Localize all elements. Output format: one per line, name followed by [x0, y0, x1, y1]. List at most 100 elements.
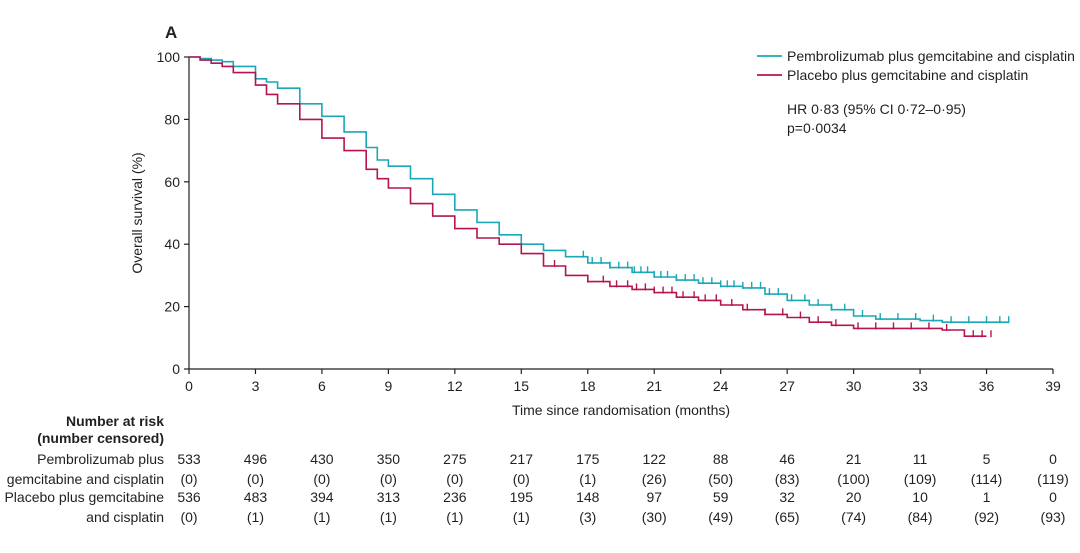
- risk-censored-value: (65): [775, 509, 800, 525]
- risk-censored-value: (83): [775, 471, 800, 487]
- risk-censored-value: (1): [513, 509, 530, 525]
- risk-at-risk-value: 32: [779, 489, 795, 505]
- risk-table-title-line1: Number at risk: [66, 413, 164, 429]
- curve-pembrolizumab: [189, 56, 1009, 323]
- p-value-text: p=0·0034: [787, 120, 847, 136]
- risk-censored-value: (0): [180, 509, 197, 525]
- risk-at-risk-value: 5: [983, 451, 991, 467]
- risk-censored-value: (109): [904, 471, 937, 487]
- x-tick-label: 18: [580, 378, 596, 394]
- risk-at-risk-value: 533: [177, 451, 201, 467]
- number-at-risk-table: Number at risk (number censored) Pembrol…: [4, 413, 1068, 525]
- panel-label: A: [165, 23, 177, 42]
- x-tick-label: 27: [779, 378, 795, 394]
- risk-at-risk-value: 10: [912, 489, 928, 505]
- risk-at-risk-value: 46: [779, 451, 795, 467]
- x-tick-label: 39: [1045, 378, 1061, 394]
- legend-label-pembrolizumab: Pembrolizumab plus gemcitabine and cispl…: [787, 48, 1075, 64]
- risk-at-risk-value: 536: [177, 489, 201, 505]
- legend-label-placebo: Placebo plus gemcitabine and cisplatin: [787, 67, 1028, 83]
- risk-at-risk-value: 483: [244, 489, 268, 505]
- risk-censored-value: (0): [247, 471, 264, 487]
- axes: [188, 57, 1053, 370]
- risk-row-label-placebo-line1: Placebo plus gemcitabine: [4, 489, 164, 505]
- risk-censored-value: (50): [708, 471, 733, 487]
- x-tick-label: 36: [979, 378, 995, 394]
- risk-at-risk-value: 122: [643, 451, 667, 467]
- risk-censored-value: (92): [974, 509, 999, 525]
- x-tick-label: 12: [447, 378, 463, 394]
- risk-at-risk-value: 148: [576, 489, 600, 505]
- y-tick-label: 60: [164, 174, 180, 190]
- risk-censored-value: (114): [971, 471, 1003, 487]
- risk-censored-value: (1): [247, 509, 264, 525]
- risk-censored-value: (49): [708, 509, 733, 525]
- y-tick-label: 80: [164, 111, 180, 127]
- risk-censored-value: (0): [380, 471, 397, 487]
- hazard-ratio-text: HR 0·83 (95% CI 0·72–0·95): [787, 101, 966, 117]
- x-tick-label: 0: [185, 378, 193, 394]
- risk-table-values: 533 496 430 350 275 217 175 122 88 46 21 11 5 0 (0) (0)…: [177, 451, 1069, 525]
- x-tick-label: 15: [514, 378, 530, 394]
- risk-at-risk-value: 0: [1049, 451, 1057, 467]
- risk-table-title-line2: (number censored): [37, 430, 164, 446]
- risk-censored-value: (119): [1037, 471, 1069, 487]
- risk-at-risk-value: 394: [310, 489, 334, 505]
- risk-at-risk-value: 350: [377, 451, 401, 467]
- risk-at-risk-value: 496: [244, 451, 268, 467]
- risk-at-risk-value: 88: [713, 451, 729, 467]
- x-ticks: 0 3 6 9 12 15 18 21 24 27 30 33 36 39: [185, 369, 1061, 394]
- risk-censored-value: (0): [446, 471, 463, 487]
- risk-at-risk-value: 1: [983, 489, 991, 505]
- risk-censored-value: (3): [579, 509, 596, 525]
- risk-censored-value: (0): [313, 471, 330, 487]
- x-tick-label: 24: [713, 378, 729, 394]
- censor-marks: [553, 250, 1010, 338]
- risk-row-label-pembrolizumab-line1: Pembrolizumab plus: [37, 451, 164, 467]
- risk-at-risk-value: 430: [310, 451, 334, 467]
- risk-at-risk-value: 275: [443, 451, 467, 467]
- risk-at-risk-value: 236: [443, 489, 467, 505]
- risk-at-risk-value: 20: [846, 489, 862, 505]
- x-tick-label: 6: [318, 378, 326, 394]
- curve-placebo: [189, 56, 987, 337]
- risk-censored-value: (84): [908, 509, 933, 525]
- risk-at-risk-value: 59: [713, 489, 729, 505]
- risk-at-risk-value: 97: [646, 489, 662, 505]
- risk-censored-value: (0): [513, 471, 530, 487]
- x-tick-label: 33: [912, 378, 928, 394]
- risk-row-label-pembrolizumab-line2: gemcitabine and cisplatin: [7, 471, 164, 487]
- risk-censored-value: (74): [841, 509, 866, 525]
- risk-at-risk-value: 21: [846, 451, 862, 467]
- y-ticks: 0 20 40 60 80 100: [157, 49, 189, 377]
- risk-row-label-placebo-line2: and cisplatin: [86, 509, 164, 525]
- survival-curves: [189, 56, 1009, 337]
- x-tick-label: 21: [646, 378, 662, 394]
- risk-censored-value: (30): [642, 509, 667, 525]
- risk-at-risk-value: 195: [510, 489, 534, 505]
- risk-censored-value: (1): [579, 471, 596, 487]
- risk-censored-value: (93): [1041, 509, 1066, 525]
- y-tick-label: 20: [164, 299, 180, 315]
- y-tick-label: 100: [157, 49, 181, 65]
- x-tick-label: 9: [384, 378, 392, 394]
- y-tick-label: 40: [164, 236, 180, 252]
- risk-censored-value: (100): [837, 471, 870, 487]
- risk-censored-value: (0): [180, 471, 197, 487]
- x-tick-label: 30: [846, 378, 862, 394]
- x-axis-label: Time since randomisation (months): [512, 402, 730, 418]
- y-axis-label: Overall survival (%): [129, 152, 145, 273]
- risk-censored-value: (1): [380, 509, 397, 525]
- risk-at-risk-value: 11: [913, 451, 928, 467]
- y-tick-label: 0: [172, 361, 180, 377]
- risk-at-risk-value: 313: [377, 489, 401, 505]
- risk-at-risk-value: 175: [576, 451, 600, 467]
- x-tick-label: 3: [252, 378, 260, 394]
- risk-at-risk-value: 0: [1049, 489, 1057, 505]
- risk-censored-value: (1): [313, 509, 330, 525]
- legend[interactable]: Pembrolizumab plus gemcitabine and cispl…: [757, 48, 1075, 83]
- risk-censored-value: (1): [446, 509, 463, 525]
- risk-censored-value: (26): [642, 471, 667, 487]
